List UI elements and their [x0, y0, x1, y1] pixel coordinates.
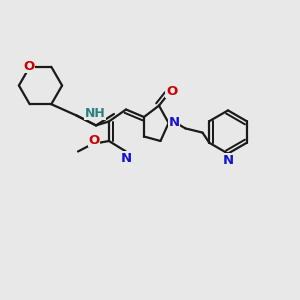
Text: N: N	[222, 154, 234, 167]
Text: O: O	[88, 134, 100, 147]
Text: O: O	[23, 60, 34, 73]
Text: N: N	[120, 152, 132, 165]
Text: N: N	[168, 116, 180, 129]
Text: O: O	[166, 85, 177, 98]
Text: NH: NH	[85, 106, 106, 120]
